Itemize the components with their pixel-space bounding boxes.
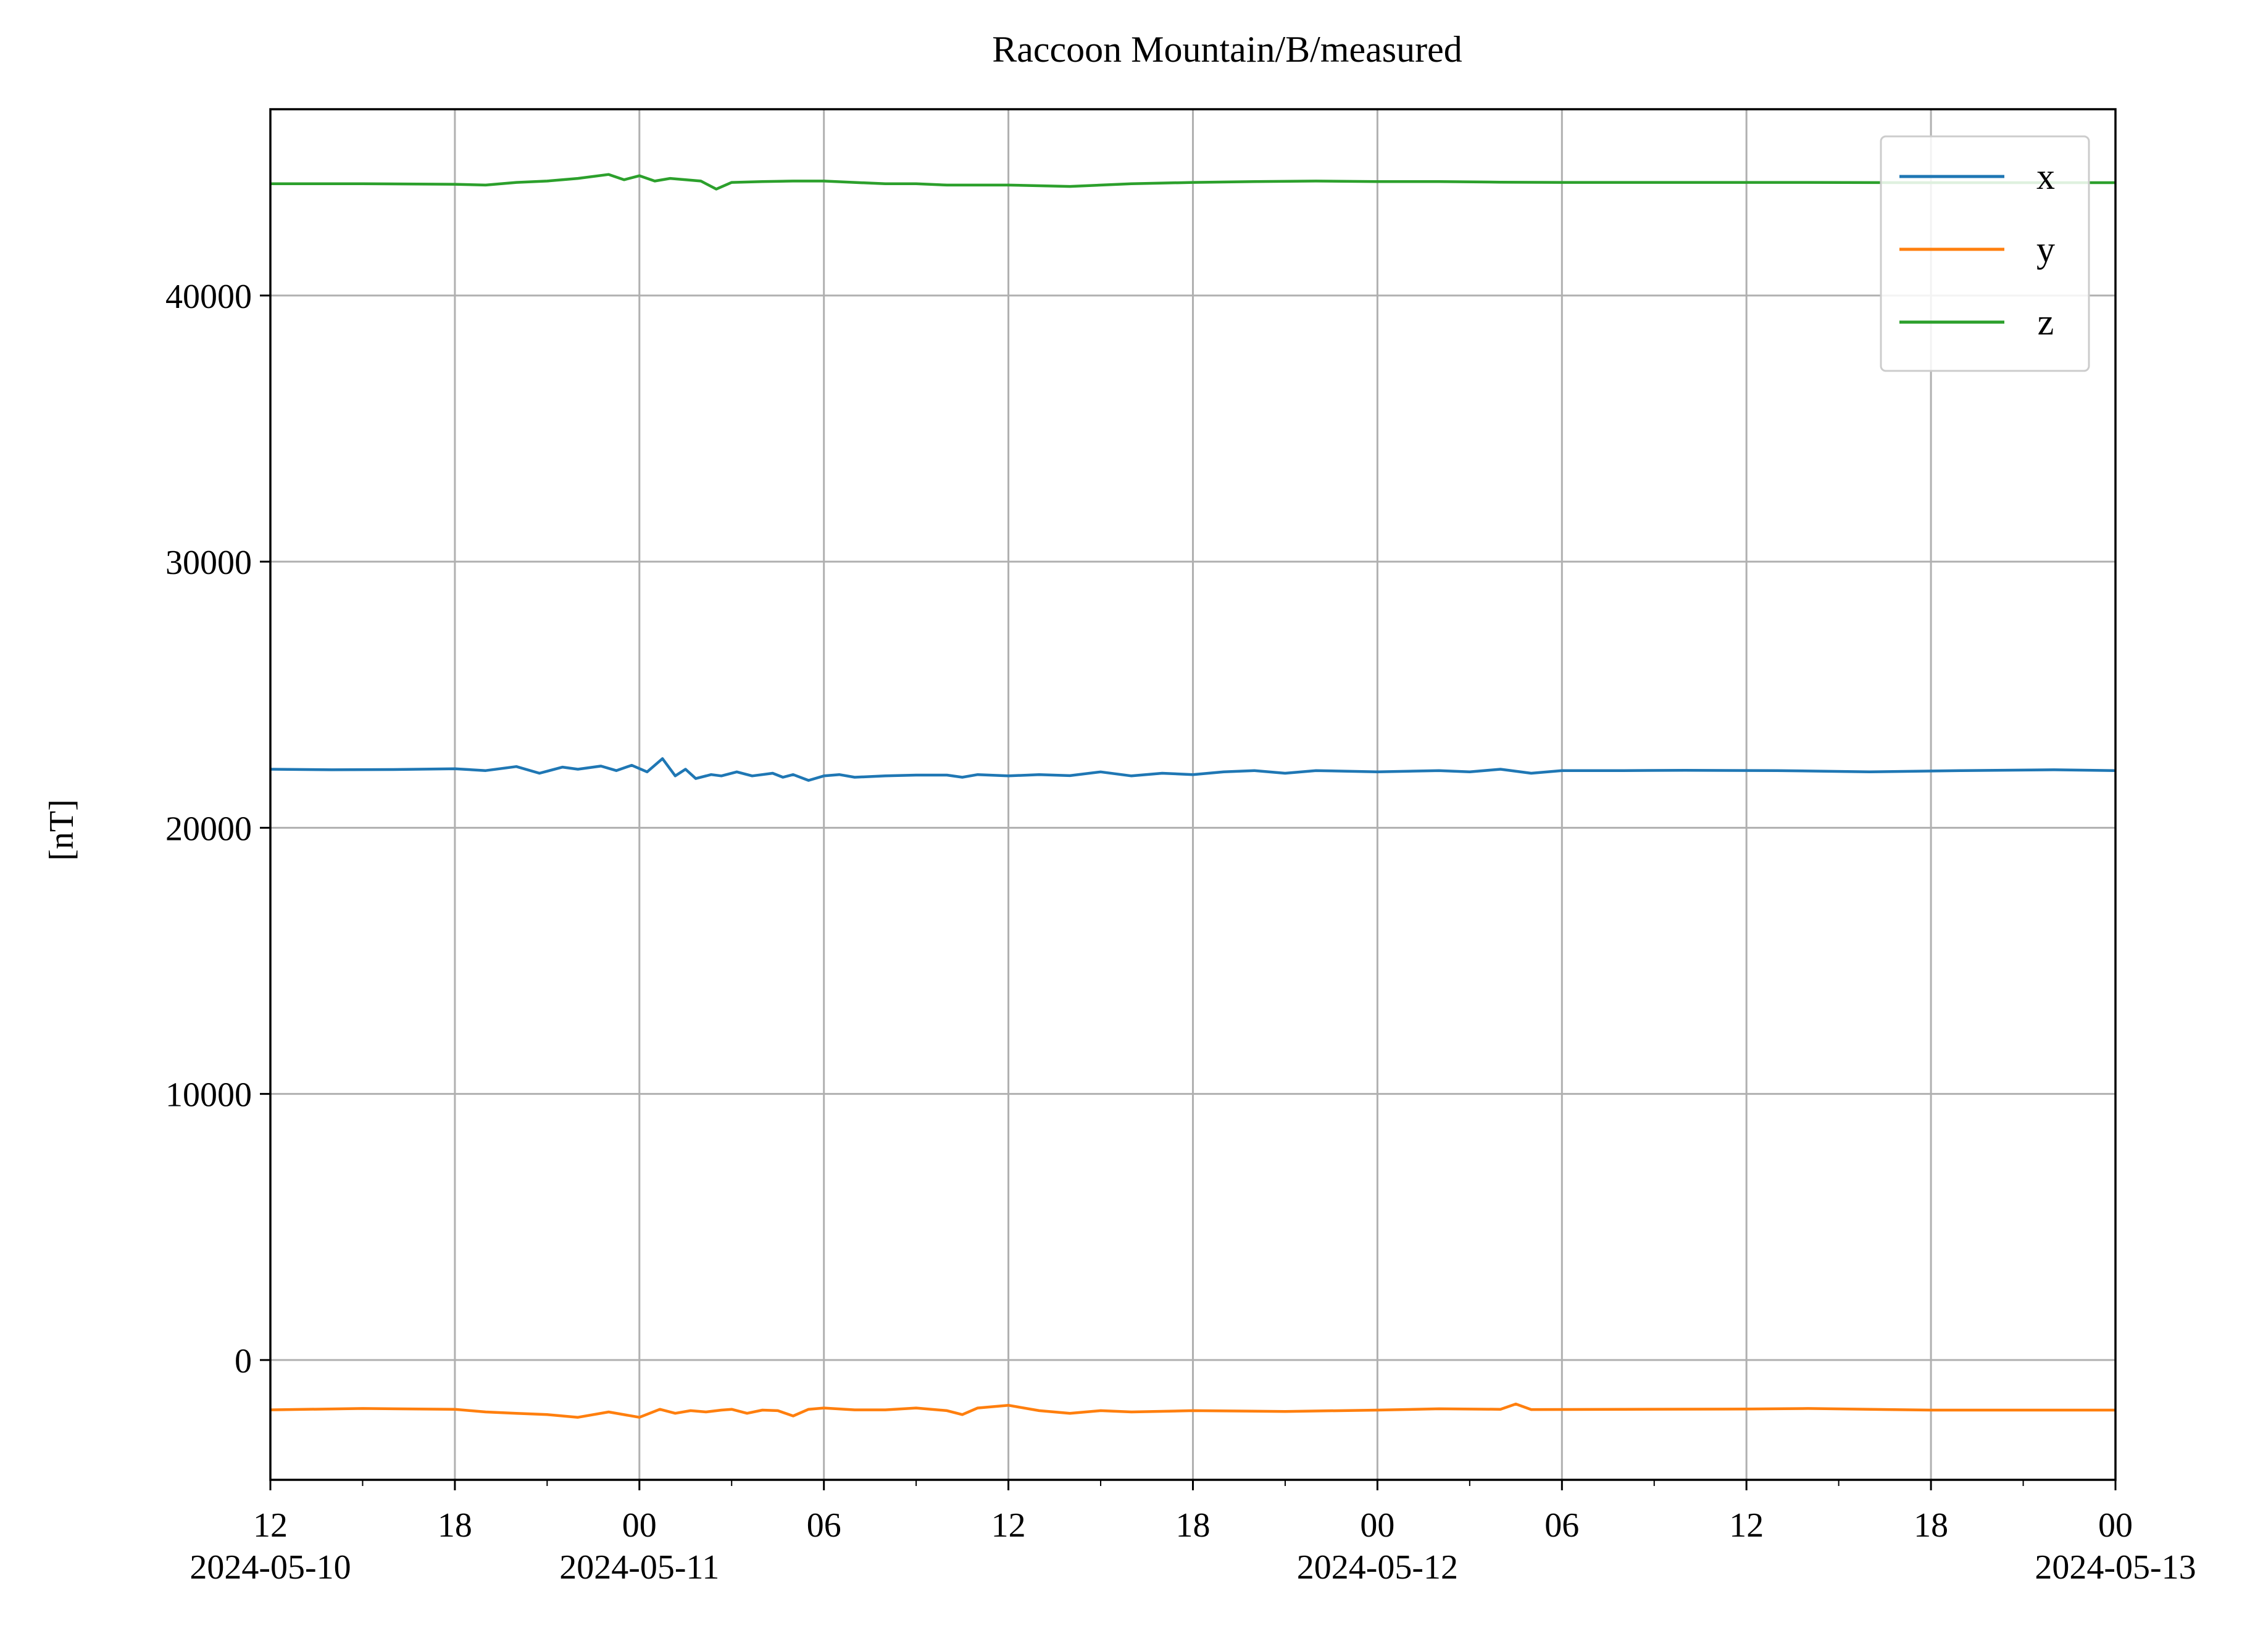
y-tick-label: 20000 (165, 810, 252, 848)
x-tick-label: 12 (991, 1506, 1026, 1545)
x-tick-date-label: 2024-05-11 (559, 1548, 719, 1587)
series-line-y (270, 1402, 2115, 1419)
data-series (270, 173, 2116, 1419)
x-tick-label: 06 (807, 1506, 841, 1545)
y-axis: 0 10000 20000 30000 40000 (165, 278, 270, 1380)
y-tick-label: 10000 (165, 1076, 252, 1114)
legend-label-x: x (2036, 156, 2055, 197)
legend-label-z: z (2038, 302, 2054, 342)
legend-label-y: y (2036, 229, 2055, 270)
y-tick-label: 0 (235, 1342, 252, 1380)
x-tick-date-label: 2024-05-10 (190, 1548, 351, 1587)
x-tick-label: 18 (1914, 1506, 1948, 1545)
x-tick-label: 18 (1176, 1506, 1211, 1545)
series-line-z (270, 173, 2115, 191)
y-tick-label: 40000 (165, 278, 252, 316)
x-tick-date-label: 2024-05-12 (1297, 1548, 1458, 1587)
x-tick-label: 12 (253, 1506, 288, 1545)
x-tick-label: 00 (622, 1506, 657, 1545)
series-line-x (270, 757, 2116, 782)
chart-title: Raccoon Mountain/B/measured (992, 29, 1462, 70)
legend-box (1880, 135, 2090, 372)
x-tick-label: 00 (2098, 1506, 2133, 1545)
y-axis-label: [nT] (43, 799, 81, 861)
x-tick-label: 18 (438, 1506, 472, 1545)
x-tick-date-label: 2024-05-13 (2035, 1548, 2196, 1587)
y-tick-label: 30000 (165, 544, 252, 582)
legend: xyz (1880, 135, 2090, 372)
x-tick-label: 06 (1544, 1506, 1579, 1545)
x-tick-label: 00 (1360, 1506, 1394, 1545)
x-tick-label: 12 (1729, 1506, 1764, 1545)
